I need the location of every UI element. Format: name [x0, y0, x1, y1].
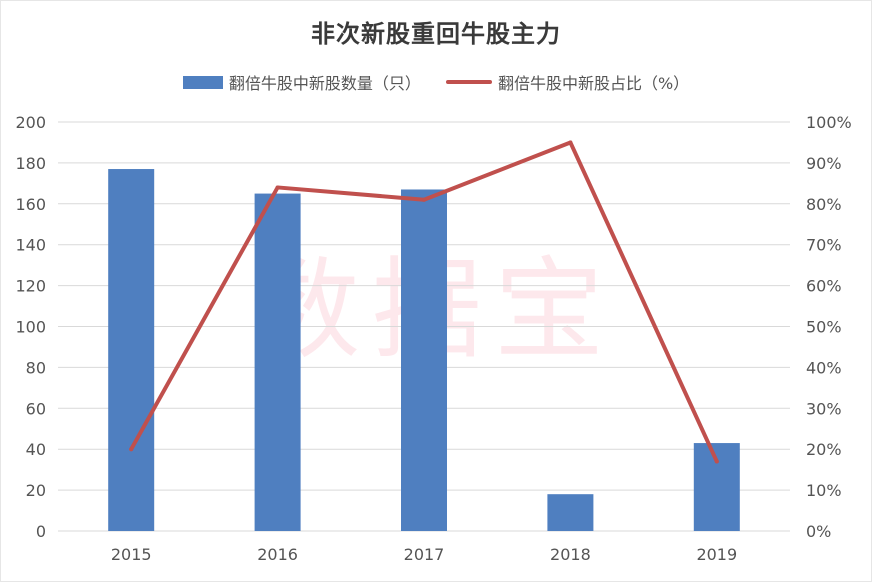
- legend-swatch-bar: [182, 75, 223, 89]
- x-tick-label: 2016: [257, 545, 298, 564]
- y-tick-label: 120: [15, 277, 46, 296]
- line-point: [275, 185, 280, 190]
- y-tick-label: 20: [26, 481, 46, 500]
- x-tick-label: 2019: [696, 545, 737, 564]
- y-tick-label: 140: [15, 236, 46, 255]
- y2-tick-label: 60%: [806, 277, 842, 296]
- y2-tick-label: 80%: [806, 195, 842, 214]
- bar: [547, 494, 594, 531]
- y-tick-label: 160: [15, 195, 46, 214]
- y2-tick-label: 30%: [806, 399, 842, 418]
- y-tick-label: 200: [15, 113, 46, 132]
- line-point: [422, 197, 426, 202]
- chart-legend: 翻倍牛股中新股数量（只） 翻倍牛股中新股占比（%）: [0, 70, 872, 94]
- y-tick-label: 0: [36, 522, 46, 541]
- bar: [108, 169, 155, 531]
- legend-item-bar: 翻倍牛股中新股数量（只）: [182, 70, 421, 94]
- line-point: [568, 140, 573, 145]
- x-tick-label: 2015: [111, 545, 152, 564]
- y-tick-label: 60: [26, 399, 46, 418]
- y-tick-label: 40: [26, 440, 46, 459]
- legend-swatch-line: [445, 80, 492, 84]
- y-tick-label: 100: [15, 318, 46, 337]
- legend-item-line: 翻倍牛股中新股占比（%）: [445, 70, 690, 94]
- bar: [254, 193, 301, 531]
- y2-tick-label: 100%: [806, 113, 852, 132]
- y-tick-label: 80: [26, 358, 46, 377]
- y2-tick-label: 40%: [806, 358, 842, 377]
- line-point: [129, 447, 134, 452]
- bar: [693, 443, 740, 531]
- bar: [401, 189, 447, 532]
- chart-title: 非次新股重回牛股主力: [311, 20, 561, 48]
- y2-tick-label: 70%: [806, 236, 842, 255]
- y2-tick-label: 0%: [806, 522, 831, 541]
- y2-tick-label: 20%: [806, 440, 842, 459]
- legend-label-bar: 翻倍牛股中新股数量（只）: [228, 74, 421, 93]
- line-point: [714, 459, 719, 464]
- x-tick-label: 2018: [550, 545, 591, 564]
- y2-tick-label: 50%: [806, 318, 842, 337]
- x-tick-label: 2017: [404, 545, 445, 564]
- y2-tick-label: 90%: [806, 154, 842, 173]
- y2-tick-label: 10%: [806, 481, 842, 500]
- y-tick-label: 180: [15, 154, 46, 173]
- legend-label-line: 翻倍牛股中新股占比（%）: [497, 74, 690, 93]
